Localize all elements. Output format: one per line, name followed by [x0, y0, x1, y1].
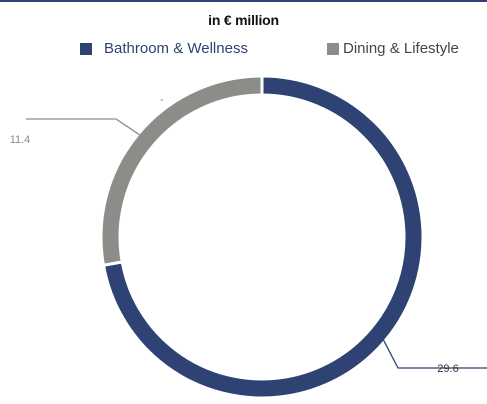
legend-item-dining-lifestyle: Dining & Lifestyle [327, 40, 459, 57]
legend-swatch-bathroom-wellness [80, 42, 92, 55]
chart-title: in € million [208, 12, 279, 28]
leader-line-0 [381, 337, 487, 369]
legend-item-bathroom-wellness: Bathroom & Wellness [80, 40, 248, 57]
data-label-0: 29.6 [437, 363, 458, 375]
leader-line-1 [26, 118, 143, 137]
data-label-1: 11.4 [10, 134, 31, 146]
legend: Bathroom & Wellness Dining & Lifestyle [0, 40, 487, 60]
top-rule [0, 0, 487, 2]
donut-slice-0 [101, 74, 425, 400]
legend-label-bathroom-wellness: Bathroom & Wellness [104, 40, 248, 57]
stray-dash-label: - [160, 94, 164, 106]
donut-slice-1 [99, 74, 264, 267]
legend-label-dining-lifestyle: Dining & Lifestyle [343, 40, 459, 57]
legend-swatch-dining-lifestyle [327, 42, 339, 55]
